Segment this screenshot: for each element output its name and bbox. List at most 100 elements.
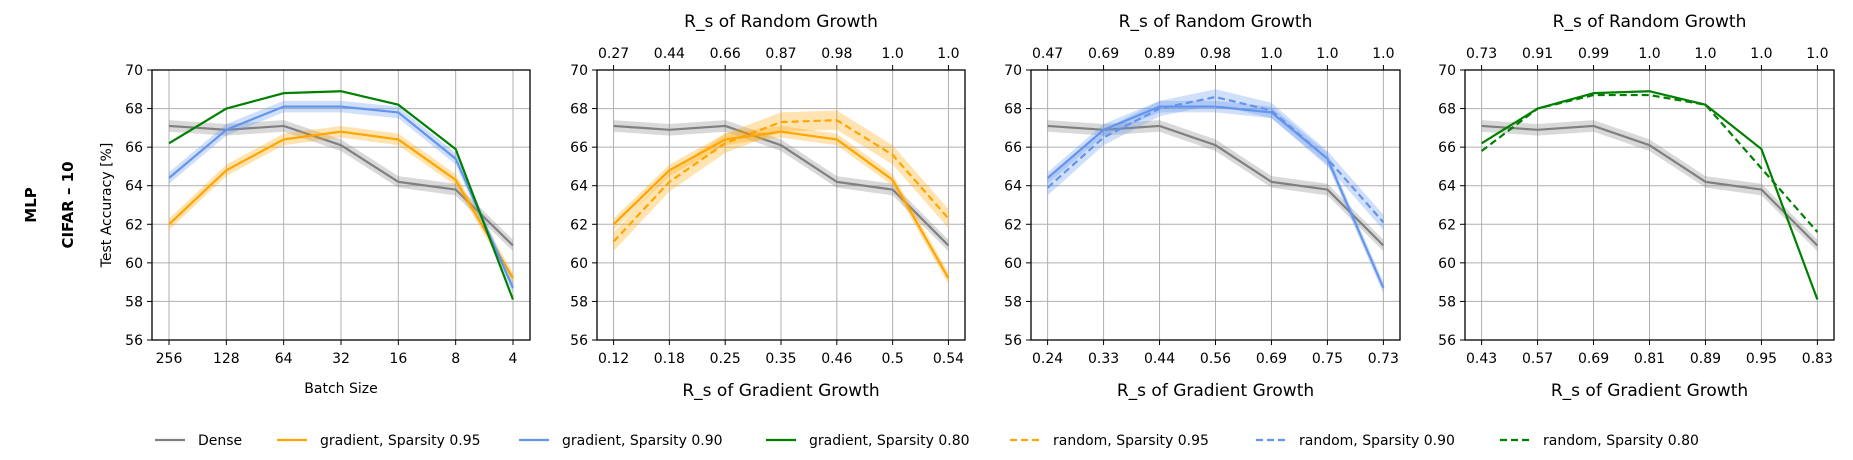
series-gradient-sparsity-0-95 (168, 125, 514, 285)
legend-label: random, Sparsity 0.90 (1299, 433, 1455, 449)
x-tick-label: 256 (156, 351, 183, 367)
x-tick-label: 128 (213, 351, 240, 367)
y-tick-label: 60 (570, 256, 588, 272)
y-tick-label: 58 (1004, 294, 1022, 310)
series-dense (613, 120, 950, 252)
series-gradient-sparsity-0-90 (1046, 100, 1385, 294)
y-tick-label: 58 (570, 294, 588, 310)
legend-label: Dense (198, 433, 242, 449)
y-axis-title: Test Accuracy [%] (99, 143, 115, 269)
x-tick-label: 0.83 (1802, 351, 1833, 367)
y-tick-label: 64 (125, 179, 143, 195)
x-tick-label: 0.69 (1256, 351, 1287, 367)
x-axis-title: R_s of Gradient Growth (682, 381, 879, 401)
top-tick-label: 0.89 (1144, 46, 1175, 62)
chart-panel-4: 56 58 60 62 64 66 68 70 0.43 0.57 0.69 0.81 0.89 0.95… (1438, 12, 1835, 401)
series-dense (1481, 120, 1819, 252)
legend-label: random, Sparsity 0.80 (1543, 433, 1699, 449)
y-tick-label: 66 (1438, 140, 1456, 156)
series-gradient-sparsity-0-80 (168, 90, 515, 300)
x-tick-label: 8 (451, 351, 460, 367)
x-tick-label: 0.95 (1746, 351, 1777, 367)
x-tick-label: 4 (509, 351, 518, 367)
top-tick-label: 0.69 (1088, 46, 1119, 62)
series-line (1481, 124, 1819, 247)
legend-item: gradient, Sparsity 0.90 (519, 433, 723, 449)
series-line (612, 130, 950, 279)
top-tick-label: 1.0 (1260, 46, 1282, 62)
top-tick-label: 1.0 (1806, 46, 1828, 62)
legend-item: random, Sparsity 0.95 (1010, 433, 1209, 449)
x-tick-label: 0.57 (1522, 351, 1553, 367)
y-tick-label: 64 (1004, 179, 1022, 195)
series-line (168, 105, 514, 289)
top-axis-title: R_s of Random Growth (684, 12, 878, 32)
series-line (613, 124, 950, 247)
x-axis-title: R_s of Gradient Growth (1551, 381, 1748, 401)
x-tick-label: 16 (389, 351, 407, 367)
legend-item: random, Sparsity 0.90 (1256, 433, 1455, 449)
x-tick-label: 0.18 (654, 351, 685, 367)
y-tick-label: 58 (1438, 294, 1456, 310)
top-tick-label: 1.0 (1694, 46, 1716, 62)
series-gradient-sparsity-0-95 (612, 125, 950, 285)
legend-label: gradient, Sparsity 0.90 (562, 433, 723, 449)
x-tick-label: 64 (275, 351, 293, 367)
row-label: MLP CIFAR – 10 (22, 161, 77, 248)
x-tick-label: 0.81 (1634, 351, 1665, 367)
x-tick-label: 0.33 (1088, 351, 1119, 367)
y-tick-label: 60 (125, 256, 143, 272)
legend-item: gradient, Sparsity 0.80 (766, 433, 970, 449)
confidence-band (613, 110, 949, 252)
x-tick-label: 0.73 (1368, 351, 1399, 367)
y-tick-label: 56 (570, 333, 588, 349)
top-axis-title: R_s of Random Growth (1119, 12, 1313, 32)
legend-item: gradient, Sparsity 0.95 (277, 433, 481, 449)
series-line (168, 90, 515, 300)
x-tick-label: 0.35 (765, 351, 796, 367)
x-axis-title: Batch Size (304, 381, 377, 397)
top-tick-label: 1.0 (937, 46, 959, 62)
top-tick-label: 1.0 (881, 46, 903, 62)
x-tick-label: 0.25 (710, 351, 741, 367)
x-tick-label: 0.46 (821, 351, 852, 367)
y-tick-label: 64 (570, 179, 588, 195)
y-tick-label: 70 (125, 63, 143, 79)
row-label-dataset: CIFAR – 10 (59, 161, 77, 248)
x-tick-label: 0.75 (1312, 351, 1343, 367)
top-tick-label: 0.99 (1578, 46, 1609, 62)
series-random-sparsity-0-80 (1480, 93, 1819, 233)
chart-panel-2: 56 58 60 62 64 66 68 70 0.12 0.18 0.25 0.35 0.46 0.5 0… (570, 12, 966, 401)
chart-panel-1: 56 58 60 62 64 66 68 70 256 128 64 32 16 8 4 Batch Size… (99, 63, 531, 397)
series-random-sparsity-0-90 (1046, 89, 1385, 231)
top-tick-label: 0.27 (598, 46, 629, 62)
x-tick-label: 0.89 (1690, 351, 1721, 367)
x-tick-label: 0.5 (881, 351, 903, 367)
y-tick-label: 64 (1438, 179, 1456, 195)
y-tick-label: 68 (125, 102, 143, 118)
x-tick-label: 0.44 (1144, 351, 1175, 367)
confidence-band (1047, 89, 1384, 231)
y-tick-label: 70 (1438, 63, 1456, 79)
top-tick-label: 1.0 (1372, 46, 1394, 62)
y-tick-label: 66 (570, 140, 588, 156)
y-tick-label: 56 (125, 333, 143, 349)
y-tick-label: 70 (570, 63, 588, 79)
x-tick-label: 32 (332, 351, 350, 367)
x-tick-label: 0.43 (1466, 351, 1497, 367)
y-tick-label: 70 (1004, 63, 1022, 79)
top-tick-label: 0.44 (654, 46, 685, 62)
top-tick-label: 0.91 (1522, 46, 1553, 62)
top-tick-label: 1.0 (1750, 46, 1772, 62)
legend-label: gradient, Sparsity 0.80 (809, 433, 970, 449)
y-tick-label: 60 (1004, 256, 1022, 272)
panels: 56 58 60 62 64 66 68 70 256 128 64 32 16 8 4 Batch Size… (99, 12, 1835, 401)
y-tick-label: 62 (1004, 217, 1022, 233)
y-tick-label: 58 (125, 294, 143, 310)
top-tick-label: 0.98 (1200, 46, 1231, 62)
top-tick-label: 0.98 (821, 46, 852, 62)
x-axis-title: R_s of Gradient Growth (1117, 381, 1314, 401)
legend-item: Dense (155, 433, 242, 449)
y-tick-label: 68 (1438, 102, 1456, 118)
